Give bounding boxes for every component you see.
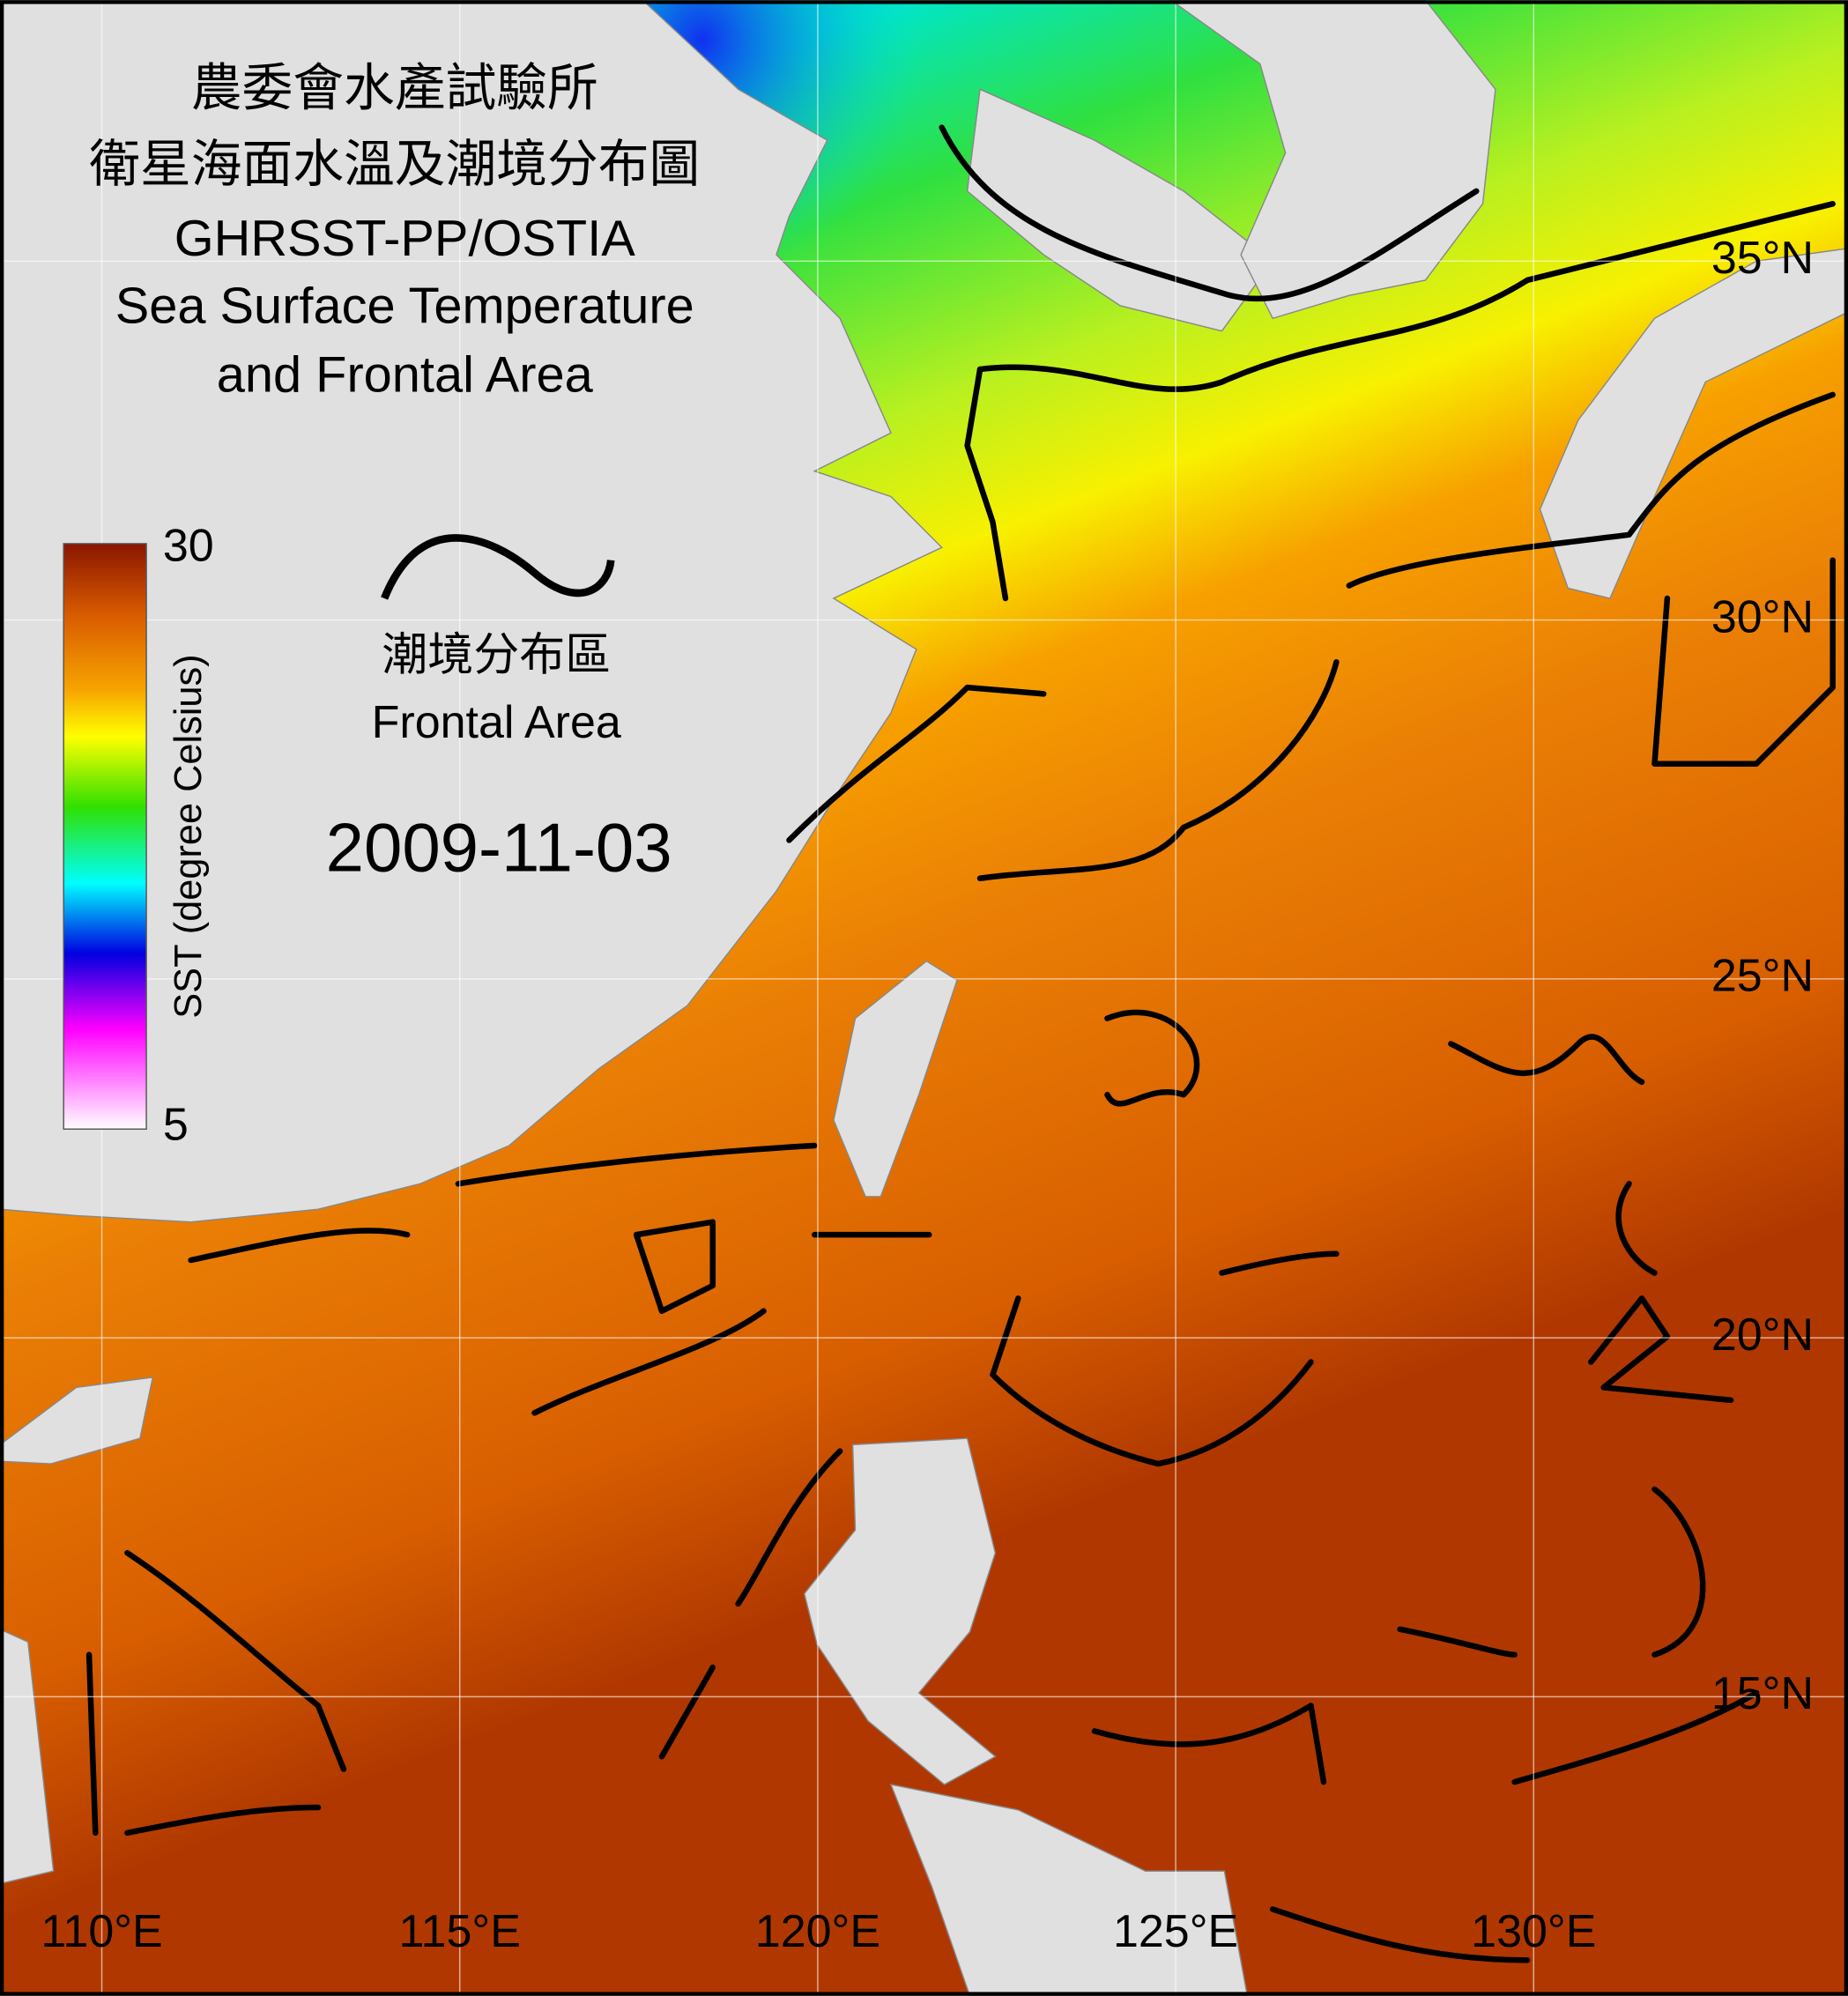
- graticule-labels: 110°E 115°E 120°E 125°E 130°E 35°N 30°N 25°N 20°…: [41, 233, 1814, 1957]
- title-en-1: GHRSST-PP/OSTIA: [174, 211, 636, 267]
- lon-label: 115°E: [399, 1906, 521, 1957]
- lat-label: 35°N: [1711, 233, 1814, 284]
- colorbar: [63, 543, 147, 1130]
- lon-label: 110°E: [41, 1906, 162, 1957]
- colorbar-max: 30: [163, 520, 214, 571]
- lat-label: 15°N: [1711, 1668, 1814, 1719]
- colorbar-label: SST (degree Celsius): [167, 654, 210, 1018]
- title-org: 農委會水產試驗所: [191, 60, 598, 116]
- title-en-2: Sea Surface Temperature: [115, 278, 694, 334]
- lat-label: 30°N: [1711, 591, 1814, 642]
- frontal-lines: [85, 124, 1836, 1963]
- lon-label: 130°E: [1471, 1906, 1596, 1957]
- legend-curve: [381, 534, 615, 600]
- legend-zh: 潮境分布區: [382, 630, 611, 681]
- date: 2009-11-03: [326, 808, 672, 886]
- lon-label: 120°E: [755, 1906, 880, 1957]
- lon-label: 125°E: [1113, 1906, 1238, 1957]
- title-zh: 衛星海面水溫及潮境分布圖: [89, 137, 700, 193]
- title-en-3: and Frontal Area: [217, 346, 594, 403]
- legend-en: Frontal Area: [372, 697, 621, 748]
- colorbar-min: 5: [163, 1100, 189, 1151]
- lat-label: 20°N: [1711, 1310, 1814, 1361]
- lat-label: 25°N: [1711, 951, 1814, 1002]
